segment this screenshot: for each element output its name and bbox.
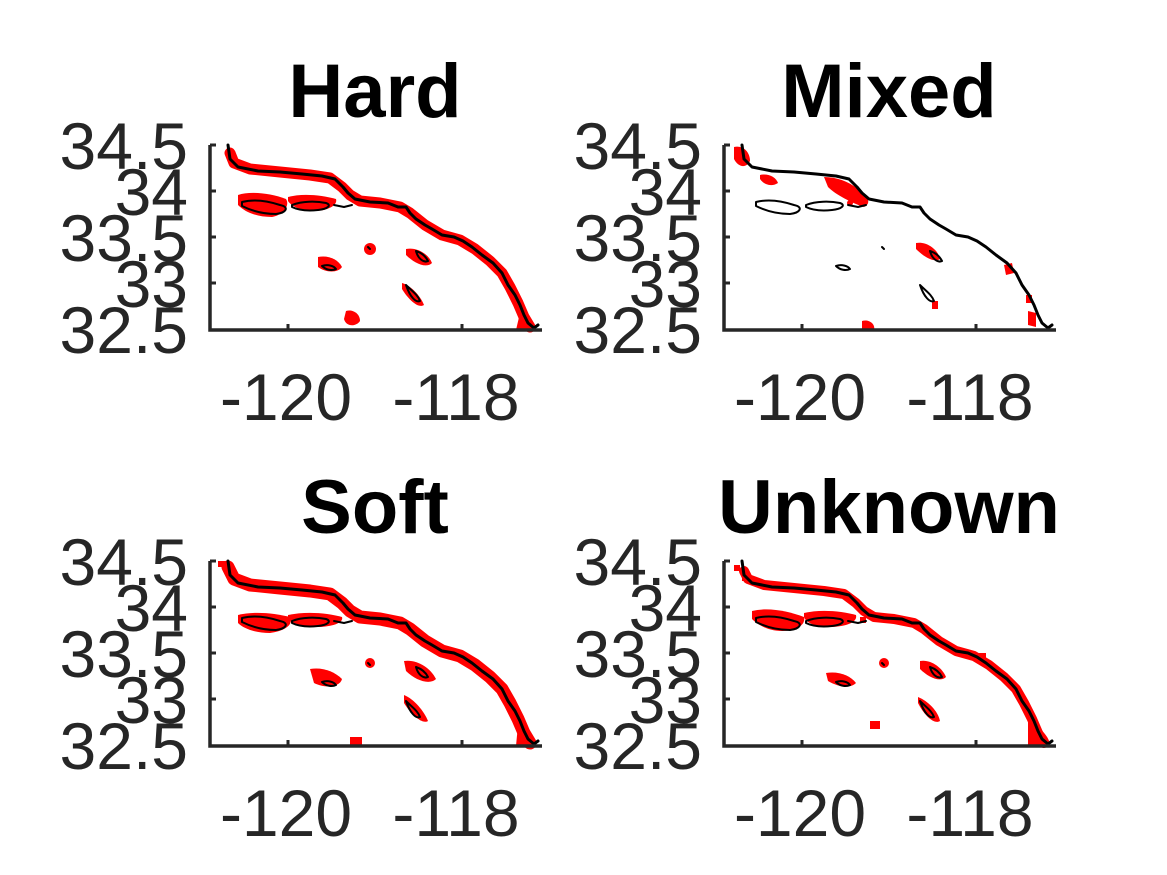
x-axis-labels: -120 -118 [734,360,1034,434]
y-tick-label: 33 [629,663,702,737]
y-axis-labels: 34.5 34 33.5 33 32.5 [60,525,188,783]
y-tick-label: 34 [629,571,702,645]
axes [722,559,1056,748]
y-tick-label: 33.5 [60,201,188,275]
x-tick-label: -120 [734,776,866,850]
x-tick-label: -118 [392,360,519,434]
x-tick-label: -118 [906,360,1033,434]
coastline [226,143,540,330]
y-tick-label: 34.5 [574,525,702,599]
x-tick-label: -120 [220,360,352,434]
y-tick-label: 34 [115,155,188,229]
y-tick-label: 34 [629,155,702,229]
axes [722,143,1056,332]
y-tick-label: 33.5 [60,617,188,691]
hard-substrate-areas [224,147,536,333]
y-tick-label: 33.5 [574,201,702,275]
mixed-substrate-areas [734,146,1036,331]
y-tick-label: 32.5 [60,293,188,367]
x-axis-labels: -120 -118 [734,776,1034,850]
panel-title: Mixed [781,49,996,134]
x-axis-labels: -120 -118 [220,776,520,850]
y-tick-label: 34 [115,571,188,645]
soft-substrate-areas [218,560,537,750]
axes [208,559,542,748]
x-axis-labels: -120 -118 [220,360,520,434]
coastline [740,559,1054,746]
axes [208,143,542,332]
panel-unknown: Unknown 34.5 3 [574,465,1060,850]
panel-title: Unknown [718,465,1060,550]
x-tick-label: -118 [906,776,1033,850]
y-tick-label: 33 [115,663,188,737]
x-tick-label: -118 [392,776,519,850]
panel-soft: Soft 34.5 34 33.5 33 [60,465,542,850]
y-tick-label: 34.5 [60,109,188,183]
y-tick-label: 33 [629,247,702,321]
y-tick-label: 34.5 [60,525,188,599]
x-tick-label: -120 [734,360,866,434]
y-axis-labels: 34.5 34 33.5 33 32.5 [574,109,702,367]
panel-title: Soft [301,465,449,550]
y-tick-label: 32.5 [574,709,702,783]
x-tick-label: -120 [220,776,352,850]
y-tick-label: 33.5 [574,617,702,691]
y-tick-label: 34.5 [574,109,702,183]
coastline [740,143,1054,330]
panel-mixed: Mixed 34.5 34 33.5 33 [574,49,1056,434]
coastline [226,559,540,746]
y-tick-label: 33 [115,247,188,321]
panel-title: Hard [288,49,461,134]
y-tick-label: 32.5 [574,293,702,367]
y-tick-label: 32.5 [60,709,188,783]
y-axis-labels: 34.5 34 33.5 33 32.5 [60,109,188,367]
unknown-substrate-areas [734,565,1050,748]
panel-hard: Hard 34.5 34 33.5 33 32. [60,49,542,434]
y-axis-labels: 34.5 34 33.5 33 32.5 [574,525,702,783]
